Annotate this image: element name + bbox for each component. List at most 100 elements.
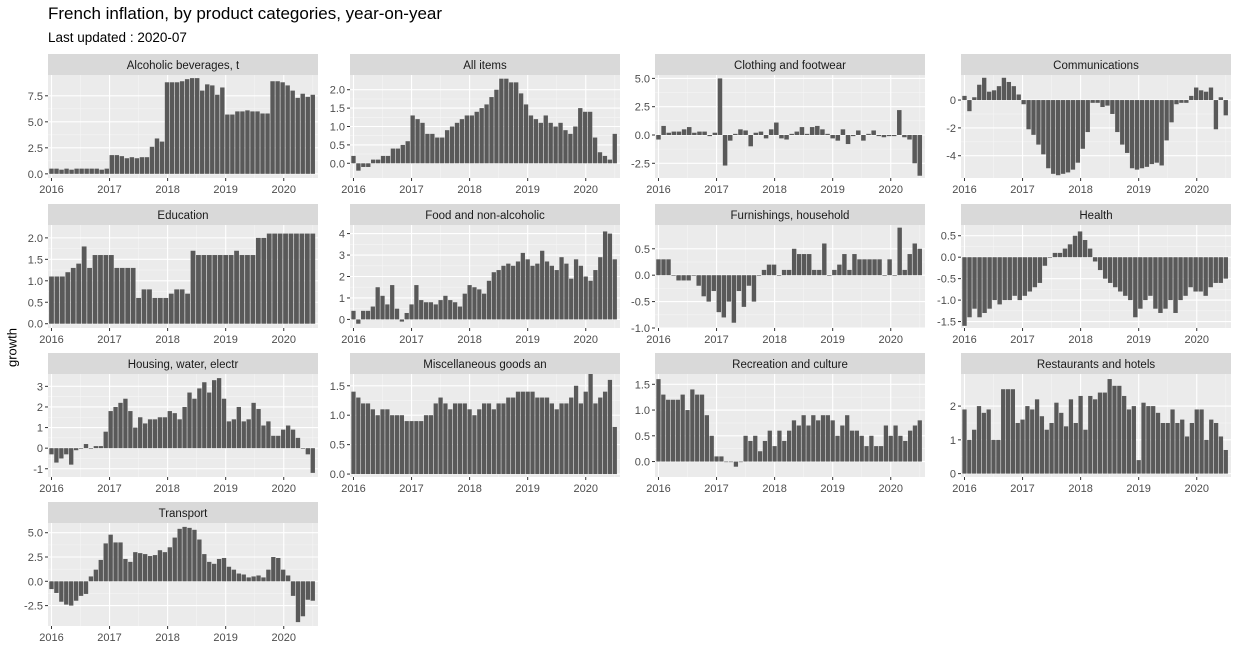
facet-panel: Health -1.5 -1.0 -0.5 0.0 0.5 2016 2017 2018 2019… xyxy=(937,204,1231,346)
bar xyxy=(103,431,108,449)
bar xyxy=(707,134,712,137)
bar xyxy=(1159,100,1164,166)
bar xyxy=(290,581,296,596)
bar xyxy=(390,285,395,320)
y-tick-label: -1.5 xyxy=(937,317,956,329)
bar xyxy=(489,97,494,164)
bar xyxy=(299,233,305,324)
bar xyxy=(288,233,294,324)
bar xyxy=(1027,257,1033,292)
bar xyxy=(207,561,212,582)
bar xyxy=(226,421,232,449)
bar xyxy=(73,448,79,451)
x-tick-label: 2019 xyxy=(1126,184,1150,196)
bar xyxy=(701,275,706,297)
bar xyxy=(1223,449,1228,474)
bar xyxy=(157,417,163,449)
bar xyxy=(49,581,54,590)
bar xyxy=(862,259,867,276)
bar xyxy=(835,134,841,141)
bar xyxy=(816,420,821,462)
bar xyxy=(276,557,281,582)
y-tick-label: -1.0 xyxy=(631,323,650,335)
bar xyxy=(114,267,120,324)
bar xyxy=(540,397,545,475)
bar xyxy=(1218,97,1224,101)
bar xyxy=(361,310,366,320)
bar xyxy=(1193,257,1198,292)
facet-strip xyxy=(961,204,1231,225)
facet-panel: Communications -4 -2 0 2016 2017 2018 2019 2020 xyxy=(946,54,1231,196)
bar xyxy=(897,227,902,276)
x-tick-label: 2017 xyxy=(399,184,423,196)
bar xyxy=(791,248,797,276)
bar xyxy=(578,108,583,164)
bar xyxy=(1115,100,1120,133)
bar xyxy=(1025,406,1030,474)
bar xyxy=(179,81,185,174)
bar xyxy=(794,131,800,135)
bar xyxy=(154,138,160,174)
bar xyxy=(256,409,261,449)
x-tick-label: 2019 xyxy=(515,483,539,495)
bar xyxy=(680,394,685,462)
bar xyxy=(266,233,272,324)
bar xyxy=(573,259,579,320)
y-tick-label: 0 xyxy=(950,469,956,481)
bar xyxy=(799,127,805,135)
bar xyxy=(124,158,130,174)
bar xyxy=(830,420,835,462)
bar xyxy=(820,129,825,135)
x-tick-label: 2016 xyxy=(39,632,63,644)
bar xyxy=(1042,257,1048,266)
bar xyxy=(766,264,772,276)
bar xyxy=(167,411,172,449)
bar xyxy=(776,275,782,276)
x-tick-label: 2017 xyxy=(1010,184,1034,196)
bar xyxy=(295,437,301,449)
bar xyxy=(847,269,852,276)
bar xyxy=(804,133,810,135)
bar xyxy=(977,257,982,318)
bar xyxy=(695,394,700,462)
x-tick-label: 2018 xyxy=(1068,334,1092,346)
bar xyxy=(133,427,138,449)
bar xyxy=(832,269,837,276)
x-tick-label: 2020 xyxy=(1184,334,1208,346)
bar xyxy=(54,448,59,463)
bar xyxy=(878,446,884,462)
bar xyxy=(1006,81,1012,101)
bar xyxy=(1194,409,1199,474)
bar xyxy=(265,113,270,174)
bar xyxy=(842,254,847,276)
facet-strip xyxy=(350,54,620,75)
bar xyxy=(511,397,516,475)
bar xyxy=(1102,257,1108,279)
bar xyxy=(872,259,877,276)
bar xyxy=(883,425,889,462)
y-tick-label: 0.5 xyxy=(635,431,650,443)
bar xyxy=(449,126,455,164)
bar xyxy=(738,461,743,463)
facet-strip xyxy=(48,353,318,374)
bar xyxy=(260,113,265,174)
bar xyxy=(907,254,912,276)
y-tick-label: 3 xyxy=(339,250,345,262)
bar xyxy=(241,574,246,582)
bar xyxy=(1010,389,1015,474)
bar xyxy=(967,100,972,112)
bar xyxy=(1164,100,1169,141)
bar xyxy=(756,275,762,276)
bar xyxy=(1120,100,1125,145)
bar xyxy=(89,168,94,174)
bar xyxy=(409,421,414,475)
bar xyxy=(1002,257,1007,301)
bar xyxy=(310,581,315,601)
bar xyxy=(1112,385,1117,474)
bar xyxy=(1075,100,1081,163)
bar xyxy=(99,169,104,174)
facet-strip-label: Food and non-alcoholic xyxy=(425,210,545,222)
bar xyxy=(972,97,977,101)
bar xyxy=(1129,100,1135,169)
y-tick-label: 0.0 xyxy=(635,457,650,469)
